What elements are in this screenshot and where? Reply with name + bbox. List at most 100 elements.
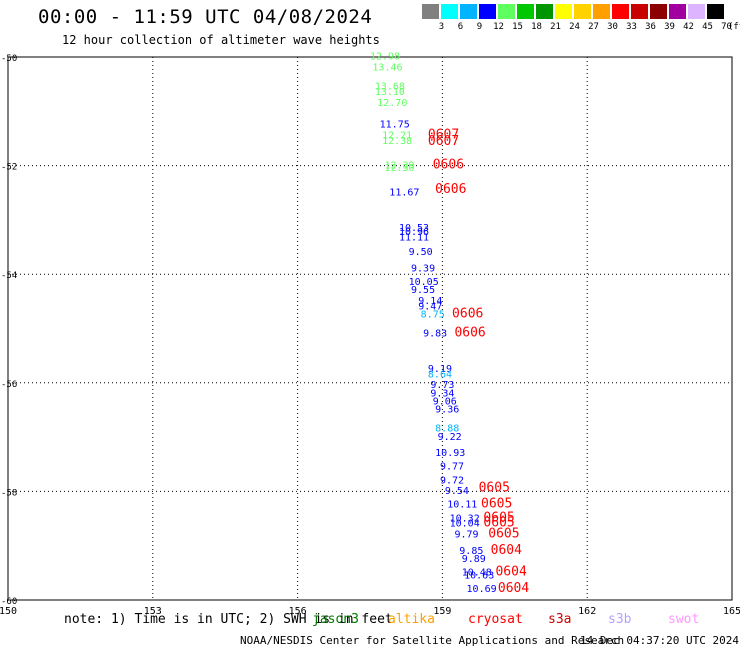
- legend-swatch: [441, 4, 458, 19]
- wave-height-value: 13.10: [375, 87, 405, 98]
- y-tick-label: -60: [1, 597, 17, 607]
- pass-time-label: 0604: [498, 581, 529, 596]
- legend-label: 27: [588, 22, 599, 32]
- wave-height-value: 9.22: [438, 432, 462, 443]
- wave-height-value: 9.72: [440, 475, 464, 486]
- x-tick-label: 150: [0, 606, 17, 617]
- wave-height-value: 12.39: [384, 160, 414, 171]
- legend-label: 39: [664, 22, 675, 32]
- legend-label: 30: [607, 22, 618, 32]
- legend-label: 12: [493, 22, 504, 32]
- wave-height-value: 13.46: [372, 63, 402, 74]
- legend-swatch: [574, 4, 591, 19]
- wave-height-value: 10.48: [462, 568, 492, 579]
- legend-label: 45: [702, 22, 713, 32]
- y-tick-label: -52: [1, 163, 17, 173]
- legend-swatch: [460, 4, 477, 19]
- satellite-label-altika: altika: [388, 612, 435, 627]
- pass-time-label: 0606: [433, 157, 464, 172]
- legend-label: 15: [512, 22, 523, 32]
- wave-height-value: 9.06: [433, 397, 457, 408]
- wave-height-value: 9.39: [411, 263, 435, 274]
- pass-time-label: 0605: [481, 497, 512, 512]
- wave-height-value: 10.11: [447, 500, 477, 511]
- x-tick-label: 159: [433, 606, 451, 617]
- legend-label: 36: [645, 22, 656, 32]
- legend-swatch: [422, 4, 439, 19]
- legend-label: 18: [531, 22, 542, 32]
- legend-label: 33: [626, 22, 637, 32]
- pass-time-label: 0604: [491, 543, 522, 558]
- y-tick-label: -56: [1, 380, 17, 390]
- y-tick-label: -54: [1, 271, 17, 281]
- legend-swatch: [498, 4, 515, 19]
- legend-label: 70: [721, 22, 732, 32]
- legend-swatch: [688, 4, 705, 19]
- wave-height-value: 10.32: [450, 513, 480, 524]
- wave-height-value: 8.64: [428, 369, 452, 380]
- legend-label: 21: [550, 22, 561, 32]
- wave-height-value: 9.54: [445, 486, 469, 497]
- legend-swatch: [669, 4, 686, 19]
- satellite-label-s3a: s3a: [548, 612, 572, 627]
- wave-height-value: 12.21: [382, 130, 412, 141]
- legend-swatch: [631, 4, 648, 19]
- legend-swatch: [555, 4, 572, 19]
- wave-height-value: 8.75: [421, 310, 445, 321]
- wave-height-value: 9.85: [459, 546, 483, 557]
- chart-title: 00:00 - 11:59 UTC 04/08/2024: [38, 6, 373, 28]
- wave-height-value: 9.36: [435, 405, 459, 416]
- wave-height-value: 13.68: [375, 82, 405, 93]
- wave-height-value: 9.19: [428, 364, 452, 375]
- wave-height-value: 9.14: [418, 296, 442, 307]
- satellite-label-cryosat: cryosat: [468, 612, 523, 627]
- axis-labels: 150 153 156 159 162 165 -50 -52 -54 -56 -58 -60: [0, 54, 740, 617]
- wave-height-value: 10.63: [464, 570, 494, 581]
- wave-height-value: 9.83: [423, 329, 447, 340]
- wave-height-value: 9.50: [409, 247, 433, 258]
- wave-height-value: 8.88: [435, 424, 459, 435]
- y-tick-label: -50: [1, 54, 17, 64]
- satellite-key: jason3 altika cryosat s3a s3b swot: [0, 612, 740, 630]
- grid-lines: [7, 56, 733, 601]
- legend-swatch: [650, 4, 667, 19]
- wave-height-value: 9.89: [462, 554, 486, 565]
- chart-subtitle: 12 hour collection of altimeter wave hei…: [62, 33, 380, 47]
- legend-swatch: [517, 4, 534, 19]
- wave-height-value: 9.77: [440, 462, 464, 473]
- wave-height-value: 11.67: [389, 187, 419, 198]
- pass-time-labels: 0607060706060606060606060605060506050605…: [428, 127, 529, 595]
- wave-height-value: 11.75: [380, 120, 410, 131]
- pass-time-label: 0606: [435, 182, 466, 197]
- wave-height-value: 12.70: [377, 98, 407, 109]
- pass-time-label: 0606: [452, 307, 483, 322]
- wave-height-value: 9.73: [430, 380, 454, 391]
- legend-label: 9: [476, 22, 483, 32]
- pass-time-label: 0605: [483, 510, 514, 525]
- pass-time-label: 0606: [454, 326, 485, 341]
- x-tick-label: 162: [578, 606, 596, 617]
- wave-height-value: 9.47: [418, 301, 442, 312]
- wave-height-value: 9.55: [411, 285, 435, 296]
- pass-time-label: 0604: [495, 565, 526, 580]
- legend-swatch: [479, 4, 496, 19]
- x-tick-label: 165: [723, 606, 740, 617]
- legend-swatch: [593, 4, 610, 19]
- wave-height-value: 10.69: [467, 584, 497, 595]
- pass-time-label: 0605: [479, 480, 510, 495]
- wave-height-value: 11.11: [399, 233, 429, 244]
- legend-label: 42: [683, 22, 694, 32]
- legend-swatch: [536, 4, 553, 19]
- wave-height-value: 10.96: [399, 227, 429, 238]
- footer-note: note: 1) Time is in UTC; 2) SWH is in fe…: [64, 612, 393, 627]
- wave-height-value: 10.93: [435, 448, 465, 459]
- wave-height-value: 12.98: [370, 52, 400, 63]
- legend-label: 24: [569, 22, 580, 32]
- plot-frame: [7, 56, 733, 601]
- pass-time-label: 0607: [428, 134, 459, 149]
- pass-time-label: 0607: [428, 127, 459, 142]
- pass-time-label: 0605: [488, 527, 519, 542]
- pass-time-label: 0605: [483, 516, 514, 531]
